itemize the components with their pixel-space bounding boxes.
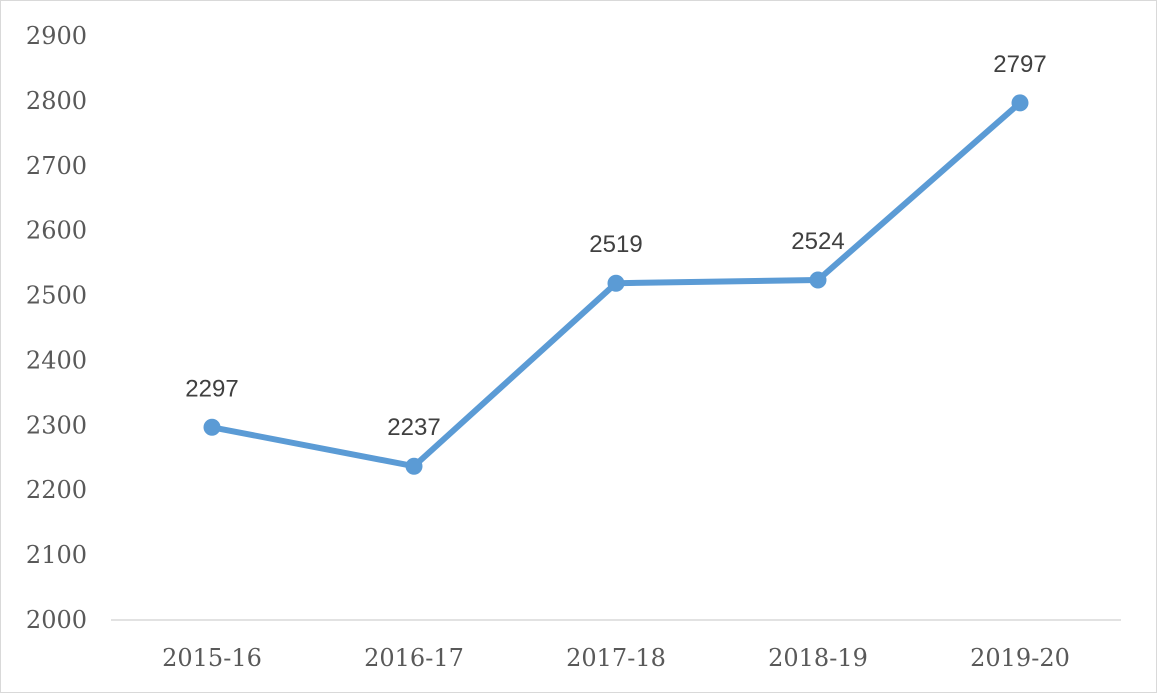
data-point-marker — [607, 274, 625, 292]
y-tick-label: 2900 — [26, 22, 87, 50]
y-tick-label: 2300 — [26, 411, 87, 439]
data-point-marker — [203, 418, 221, 436]
data-label: 2519 — [589, 231, 642, 258]
x-axis: 2015-16 2016-17 2017-18 2018-19 2019-20 — [162, 644, 1070, 672]
data-point-marker — [405, 457, 423, 475]
data-point-marker — [1011, 94, 1029, 112]
series-markers — [203, 94, 1029, 475]
data-label: 2797 — [993, 51, 1046, 78]
x-tick-label: 2019-20 — [970, 644, 1070, 672]
y-tick-label: 2400 — [26, 346, 87, 374]
data-point-marker — [809, 271, 827, 289]
y-tick-label: 2800 — [26, 87, 87, 115]
y-tick-label: 2200 — [26, 476, 87, 504]
data-labels: 2297 2237 2519 2524 2797 — [185, 51, 1046, 441]
x-tick-label: 2016-17 — [364, 644, 464, 672]
data-label: 2524 — [791, 228, 844, 255]
y-tick-label: 2600 — [26, 217, 87, 245]
y-tick-label: 2500 — [26, 282, 87, 310]
x-tick-label: 2017-18 — [566, 644, 666, 672]
x-tick-label: 2018-19 — [768, 644, 868, 672]
y-tick-label: 2000 — [26, 606, 87, 634]
y-tick-label: 2100 — [26, 541, 87, 569]
y-tick-label: 2700 — [26, 152, 87, 180]
data-label: 2237 — [387, 414, 440, 441]
y-axis: 2000 2100 2200 2300 2400 2500 2600 2700 2800 2900 — [26, 22, 87, 634]
x-tick-label: 2015-16 — [162, 644, 262, 672]
data-label: 2297 — [185, 375, 238, 402]
